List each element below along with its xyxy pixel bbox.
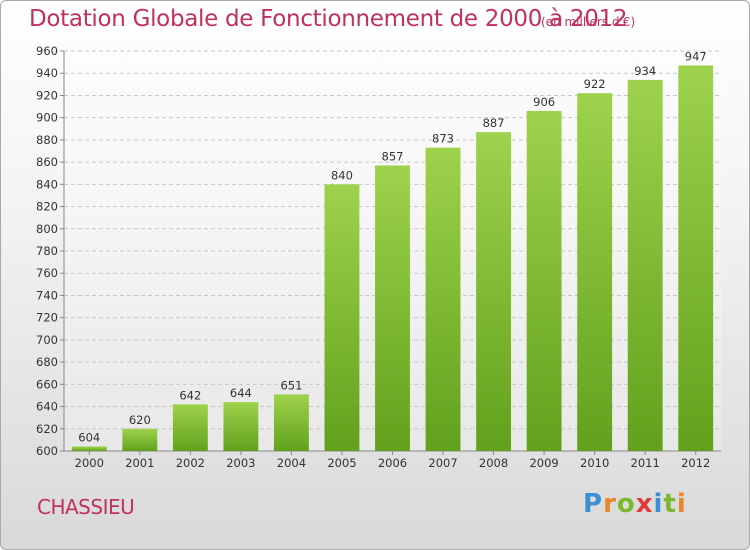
y-tick-label: 940 <box>36 66 58 80</box>
bars <box>71 65 714 452</box>
logo-letter: i <box>653 489 664 519</box>
bar-2010 <box>577 93 613 451</box>
x-tick-label: 2011 <box>631 456 660 470</box>
chart-title: Dotation Globale de Fonctionnement de 20… <box>29 6 628 32</box>
logo-letter: x <box>635 489 654 519</box>
y-tick-label: 800 <box>36 222 58 236</box>
bar-2004 <box>273 394 309 451</box>
bar-2012 <box>678 65 714 451</box>
bar-2007 <box>425 147 461 451</box>
value-label-2005: 840 <box>331 168 353 182</box>
value-label-2011: 934 <box>634 64 656 78</box>
y-tick-label: 600 <box>36 444 58 458</box>
proxiti-logo: Proxiti <box>583 489 687 519</box>
value-label-2010: 922 <box>584 77 606 91</box>
value-label-2012: 947 <box>685 49 707 63</box>
logo-letter: i <box>676 489 687 519</box>
y-tick-label: 740 <box>36 288 58 302</box>
value-label-2007: 873 <box>432 132 454 146</box>
chart-subtitle: (en milliers d'€) <box>541 15 636 29</box>
value-label-2008: 887 <box>483 116 505 130</box>
y-tick-label: 860 <box>36 155 58 169</box>
x-tick-label: 2004 <box>277 456 306 470</box>
commune-name: CHASSIEU <box>37 495 135 519</box>
y-tick-label: 900 <box>36 111 58 125</box>
y-tick-label: 780 <box>36 244 58 258</box>
bar-2009 <box>526 111 562 451</box>
logo-letter: r <box>603 489 617 519</box>
x-tick-label: 2005 <box>327 456 356 470</box>
bar-2011 <box>627 79 663 451</box>
x-tick-label: 2009 <box>529 456 558 470</box>
y-tick-label: 840 <box>36 177 58 191</box>
x-tick-label: 2010 <box>580 456 609 470</box>
value-label-2004: 651 <box>280 378 302 392</box>
y-tick-label: 680 <box>36 355 58 369</box>
y-tick-label: 660 <box>36 377 58 391</box>
value-label-2003: 644 <box>230 386 252 400</box>
x-tick-label: 2007 <box>428 456 457 470</box>
value-label-2002: 642 <box>179 388 201 402</box>
value-label-2006: 857 <box>382 149 404 163</box>
bar-2000 <box>71 446 107 451</box>
bar-2002 <box>172 404 208 451</box>
logo-letter: o <box>616 489 636 519</box>
bar-2003 <box>223 402 259 451</box>
axes: 600 620 640 660 680 700 720 740 760 780 800 820 840 8… <box>36 44 721 470</box>
y-tick-label: 720 <box>36 311 58 325</box>
y-tick-label: 760 <box>36 266 58 280</box>
y-tick-label: 620 <box>36 422 58 436</box>
value-labels: 604 620 642 644 651 840 857 873 887 906 922 934 947 <box>78 49 706 444</box>
value-label-2001: 620 <box>129 413 151 427</box>
x-tick-label: 2006 <box>378 456 407 470</box>
x-tick-label: 2002 <box>176 456 205 470</box>
value-label-2009: 906 <box>533 95 555 109</box>
x-tick-label: 2003 <box>226 456 255 470</box>
y-tick-label: 640 <box>36 400 58 414</box>
bar-2008 <box>476 132 512 451</box>
x-tick-label: 2000 <box>75 456 104 470</box>
y-tick-label: 700 <box>36 333 58 347</box>
bar-2005 <box>324 184 360 452</box>
y-tick-label: 920 <box>36 88 58 102</box>
x-tick-label: 2001 <box>125 456 154 470</box>
logo-letter: t <box>663 489 677 519</box>
x-tick-label: 2008 <box>479 456 508 470</box>
value-label-2000: 604 <box>78 431 100 445</box>
x-tick-label: 2012 <box>681 456 710 470</box>
logo-letter: P <box>583 489 604 519</box>
y-tick-label: 960 <box>36 44 58 58</box>
y-tick-label: 820 <box>36 200 58 214</box>
bar-2006 <box>375 165 410 451</box>
y-tick-label: 880 <box>36 133 58 147</box>
bar-2001 <box>122 428 158 451</box>
